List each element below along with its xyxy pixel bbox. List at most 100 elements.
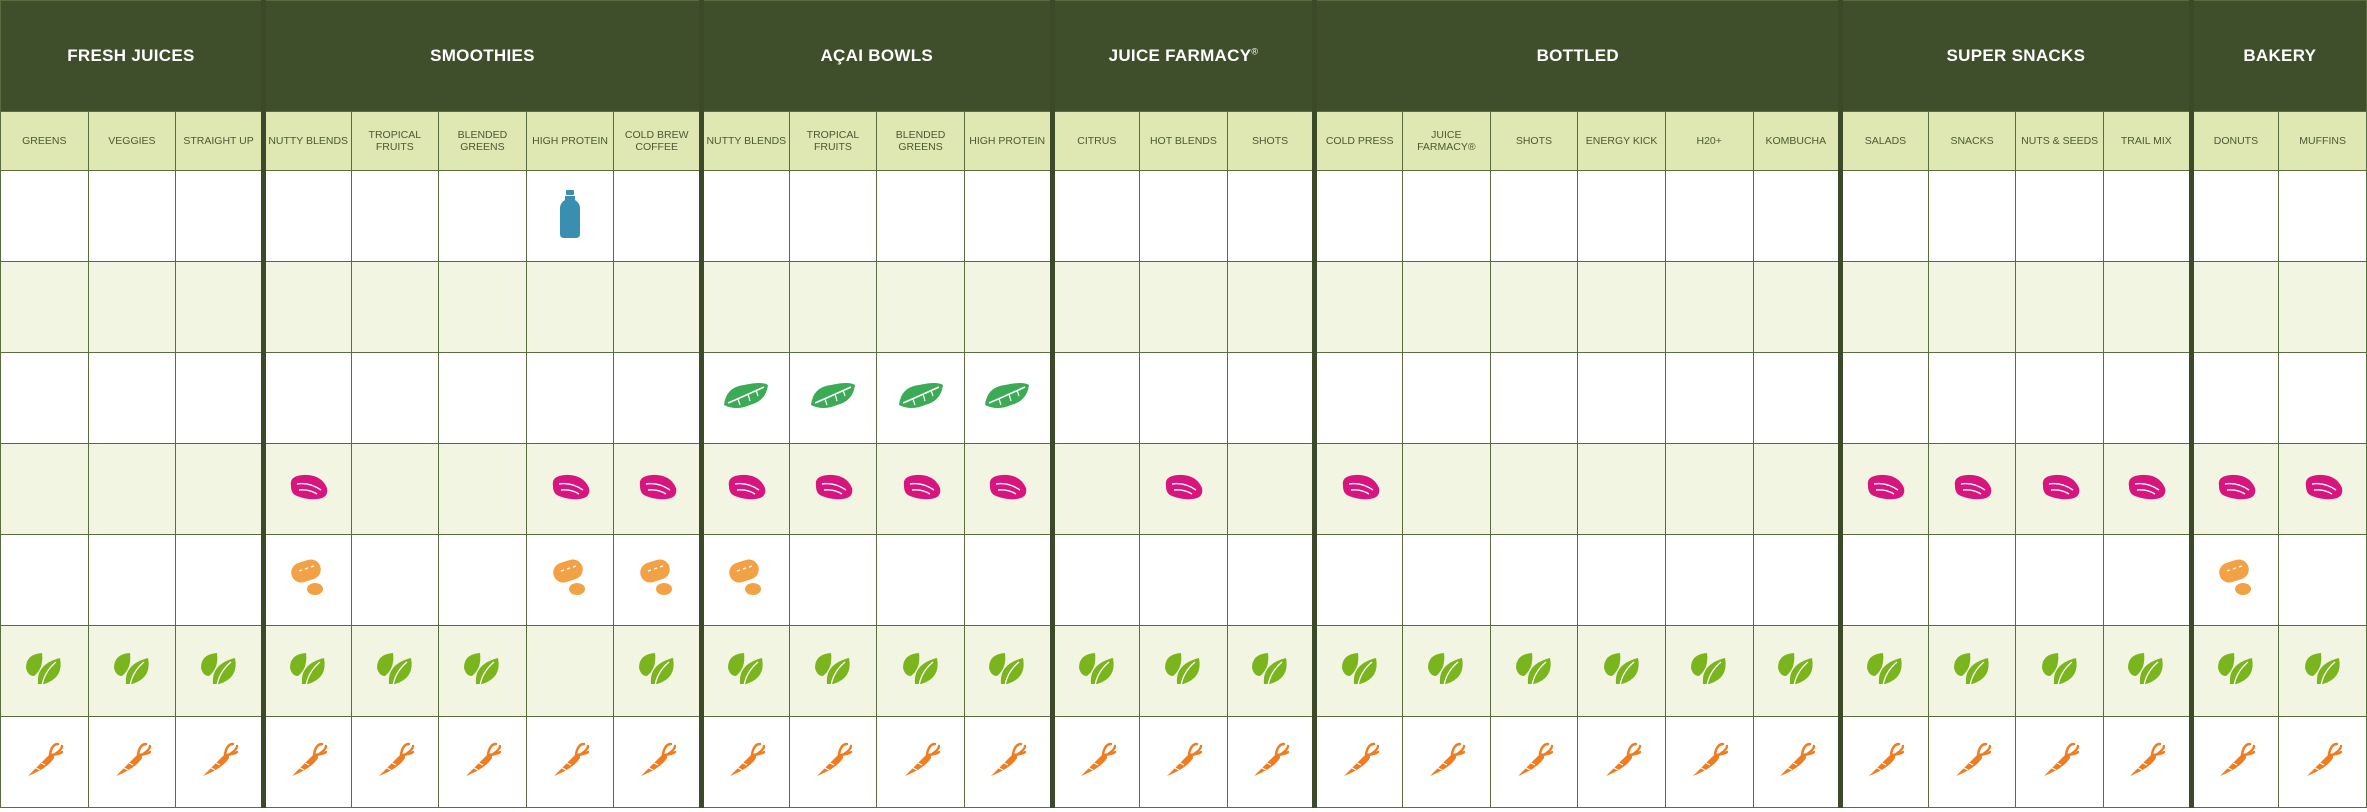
grid-cell (2278, 261, 2367, 353)
grid-row (0, 261, 2367, 353)
carrot-icon (1865, 742, 1905, 783)
grid-cell (260, 716, 352, 808)
grid-cell (613, 625, 702, 717)
grid-row (0, 625, 2367, 717)
grid-cell (1577, 170, 1666, 262)
grid-cell (876, 534, 965, 626)
subcategory-label: CITRUS (1077, 135, 1117, 147)
leafy-icon (983, 379, 1031, 418)
carrot-icon (1514, 742, 1554, 783)
grid-cell (2278, 625, 2367, 717)
grid-cell (1927, 625, 2017, 717)
grid-cell (1312, 716, 1403, 808)
grid-cell (1226, 534, 1316, 626)
grid-cell (2188, 352, 2280, 444)
leaf-icon (199, 650, 239, 693)
category-label: BOTTLED (1536, 46, 1619, 65)
grid-cell (438, 716, 527, 808)
grid-row (0, 716, 2367, 808)
subcategory-label: MUFFINS (2299, 135, 2346, 147)
grid-cell (1139, 170, 1228, 262)
grid-cell (2278, 534, 2367, 626)
carrot-icon (550, 742, 590, 783)
subcategory-label: H20+ (1696, 135, 1722, 147)
grid-cell (1049, 534, 1141, 626)
subcategory-header: NUTTY BLENDS (699, 111, 790, 171)
grid-cell (963, 352, 1053, 444)
grid-cell (175, 534, 264, 626)
grid-cell (525, 443, 615, 535)
grid-cell (1226, 170, 1316, 262)
grid-cell (1838, 261, 1929, 353)
carrot-icon (901, 742, 941, 783)
carrot-icon (1077, 742, 1117, 783)
carrot-icon (2303, 742, 2343, 783)
leaf-icon (987, 650, 1027, 693)
grid-cell (2103, 716, 2192, 808)
grid-cell (1927, 261, 2017, 353)
grid-cell (1927, 352, 2017, 444)
grid-cell (350, 170, 440, 262)
grid-cell (1139, 261, 1228, 353)
subcategory-header: MUFFINS (2278, 111, 2367, 171)
subcategory-label: SALADS (1864, 135, 1907, 147)
leaf-icon (1776, 650, 1816, 693)
carrot-icon (199, 742, 239, 783)
grid-cell (876, 352, 965, 444)
pink-icon (1864, 472, 1906, 507)
subcategory-label: DONUTS (2213, 135, 2259, 147)
category-label: AÇAI BOWLS (820, 46, 934, 65)
grid-cell (876, 170, 965, 262)
subcategory-label: SHOTS (1251, 135, 1289, 147)
leaf-icon (2126, 650, 2166, 693)
grid-body (0, 170, 2367, 808)
grid-cell (2188, 534, 2280, 626)
grid-cell (1402, 625, 1491, 717)
category-label: SUPER SNACKS (1946, 46, 2086, 65)
subcategory-label: KOMBUCHA (1765, 135, 1827, 147)
subcategory-label: JUICE FARMACY® (1417, 129, 1476, 153)
subcategory-header: NUTS & SEEDS (2015, 111, 2104, 171)
grid-cell (699, 716, 790, 808)
grid-cell (87, 625, 177, 717)
subcategory-header: HIGH PROTEIN (963, 111, 1053, 171)
carrot-icon (813, 742, 853, 783)
grid-cell (1226, 443, 1316, 535)
grid-cell (1312, 170, 1403, 262)
subcategory-header: HIGH PROTEIN (525, 111, 615, 171)
grid-cell (175, 443, 264, 535)
grid-cell (1664, 534, 1754, 626)
pink-icon (1951, 472, 1993, 507)
pink-icon (636, 472, 678, 507)
grid-cell (87, 170, 177, 262)
grid-cell (876, 261, 965, 353)
grid-cell (525, 716, 615, 808)
grid-cell (1489, 625, 1579, 717)
grid-cell (175, 170, 264, 262)
leafy-icon (809, 379, 857, 418)
peanut-icon (549, 558, 591, 602)
grid-cell (1402, 443, 1491, 535)
pink-icon (1162, 472, 1204, 507)
carrot-icon (637, 742, 677, 783)
leaf-icon (1602, 650, 1642, 693)
grid-cell (2103, 352, 2192, 444)
grid-cell (1577, 352, 1666, 444)
grid-cell (2015, 352, 2104, 444)
grid-cell (1312, 534, 1403, 626)
leaf-icon (901, 650, 941, 693)
grid-cell (175, 261, 264, 353)
grid-cell (525, 352, 615, 444)
grid-cell (2103, 625, 2192, 717)
grid-cell (1226, 352, 1316, 444)
grid-cell (1664, 170, 1754, 262)
grid-cell (2103, 443, 2192, 535)
carrot-icon (1602, 742, 1642, 783)
subcategory-label: SHOTS (1515, 135, 1553, 147)
grid-cell (1664, 625, 1754, 717)
grid-cell (1049, 170, 1141, 262)
category-label: SMOOTHIES (430, 46, 535, 65)
grid-cell (0, 534, 89, 626)
grid-cell (1139, 625, 1228, 717)
subcategory-label: NUTS & SEEDS (2021, 135, 2099, 147)
